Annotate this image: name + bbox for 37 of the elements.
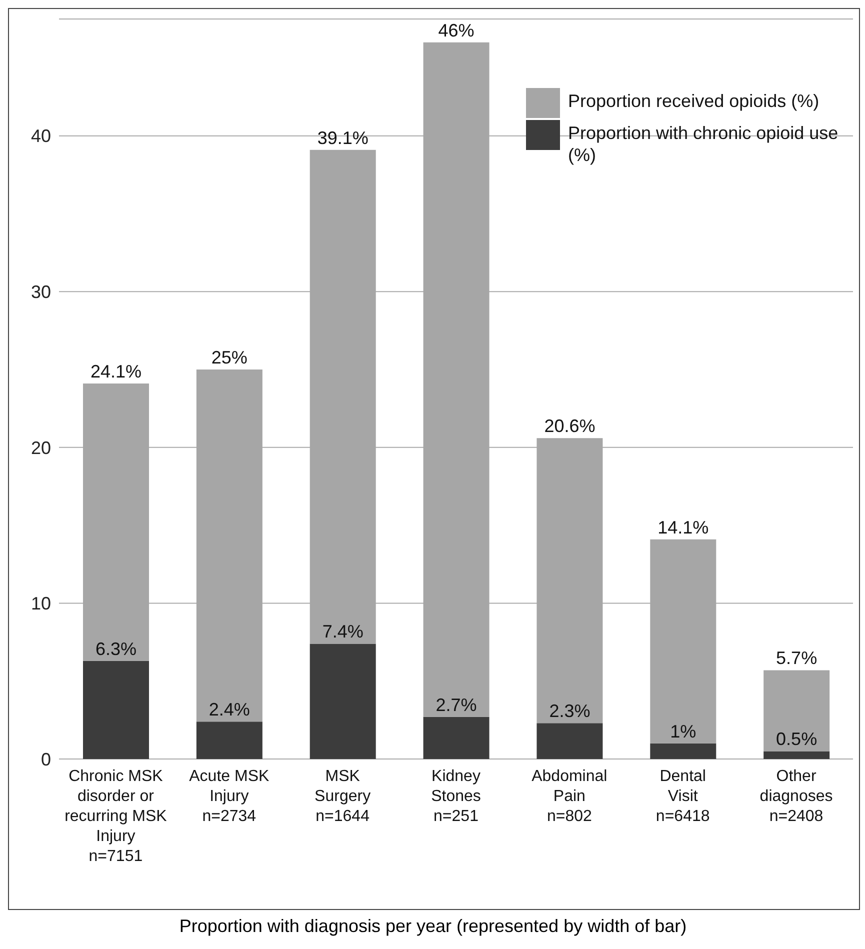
total-label: 25% — [211, 348, 248, 368]
y-tick-label: 10 — [30, 594, 51, 614]
x-tick-label: Dental Visit n=6418 — [656, 768, 710, 825]
total-label: 46% — [438, 20, 474, 40]
legend-label: Proportion with chronic opioid use (%) — [568, 122, 840, 166]
bar — [650, 743, 716, 759]
total-label: 5.7% — [776, 648, 818, 668]
total-label: 14.1% — [658, 517, 709, 538]
bar — [536, 723, 603, 759]
x-tick-label: Acute MSK Injury n=2734 — [189, 768, 270, 825]
data-label: 0.5% — [776, 729, 818, 750]
bar — [764, 751, 830, 759]
y-tick-label: 30 — [30, 282, 51, 302]
data-label: 2.3% — [549, 701, 590, 722]
y-tick-label: 0 — [40, 749, 51, 770]
bar — [764, 670, 830, 752]
data-label: 2.4% — [208, 700, 250, 720]
total-label: 24.1% — [90, 362, 142, 382]
x-tick-label: Abdominal Pain n=802 — [532, 768, 608, 825]
y-tick-label: 20 — [30, 438, 51, 458]
x-tick-label: Kidney Stones n=251 — [431, 768, 481, 825]
data-label: 2.7% — [436, 694, 477, 715]
legend-label: Proportion received opioids (%) — [568, 90, 820, 112]
total-label: 20.6% — [544, 416, 596, 436]
bar — [310, 644, 376, 759]
x-tick-label: MSK Surgery n=1644 — [314, 768, 371, 825]
x-tick-label: Chronic MSK disorder or recurring MSK Injury n=7151 — [64, 768, 168, 865]
data-label: 7.4% — [322, 622, 364, 642]
bar — [423, 716, 490, 759]
total-label: 39.1% — [317, 128, 368, 148]
x-axis-title: Proportion with diagnosis per year (represented by width of bar) — [178, 916, 688, 937]
bar — [196, 722, 262, 759]
y-tick-label: 40 — [30, 126, 51, 146]
data-label: 1% — [670, 721, 696, 742]
bar — [83, 660, 149, 759]
data-label: 6.3% — [95, 638, 137, 659]
x-tick-label: Other diagnoses n=2408 — [760, 768, 833, 825]
